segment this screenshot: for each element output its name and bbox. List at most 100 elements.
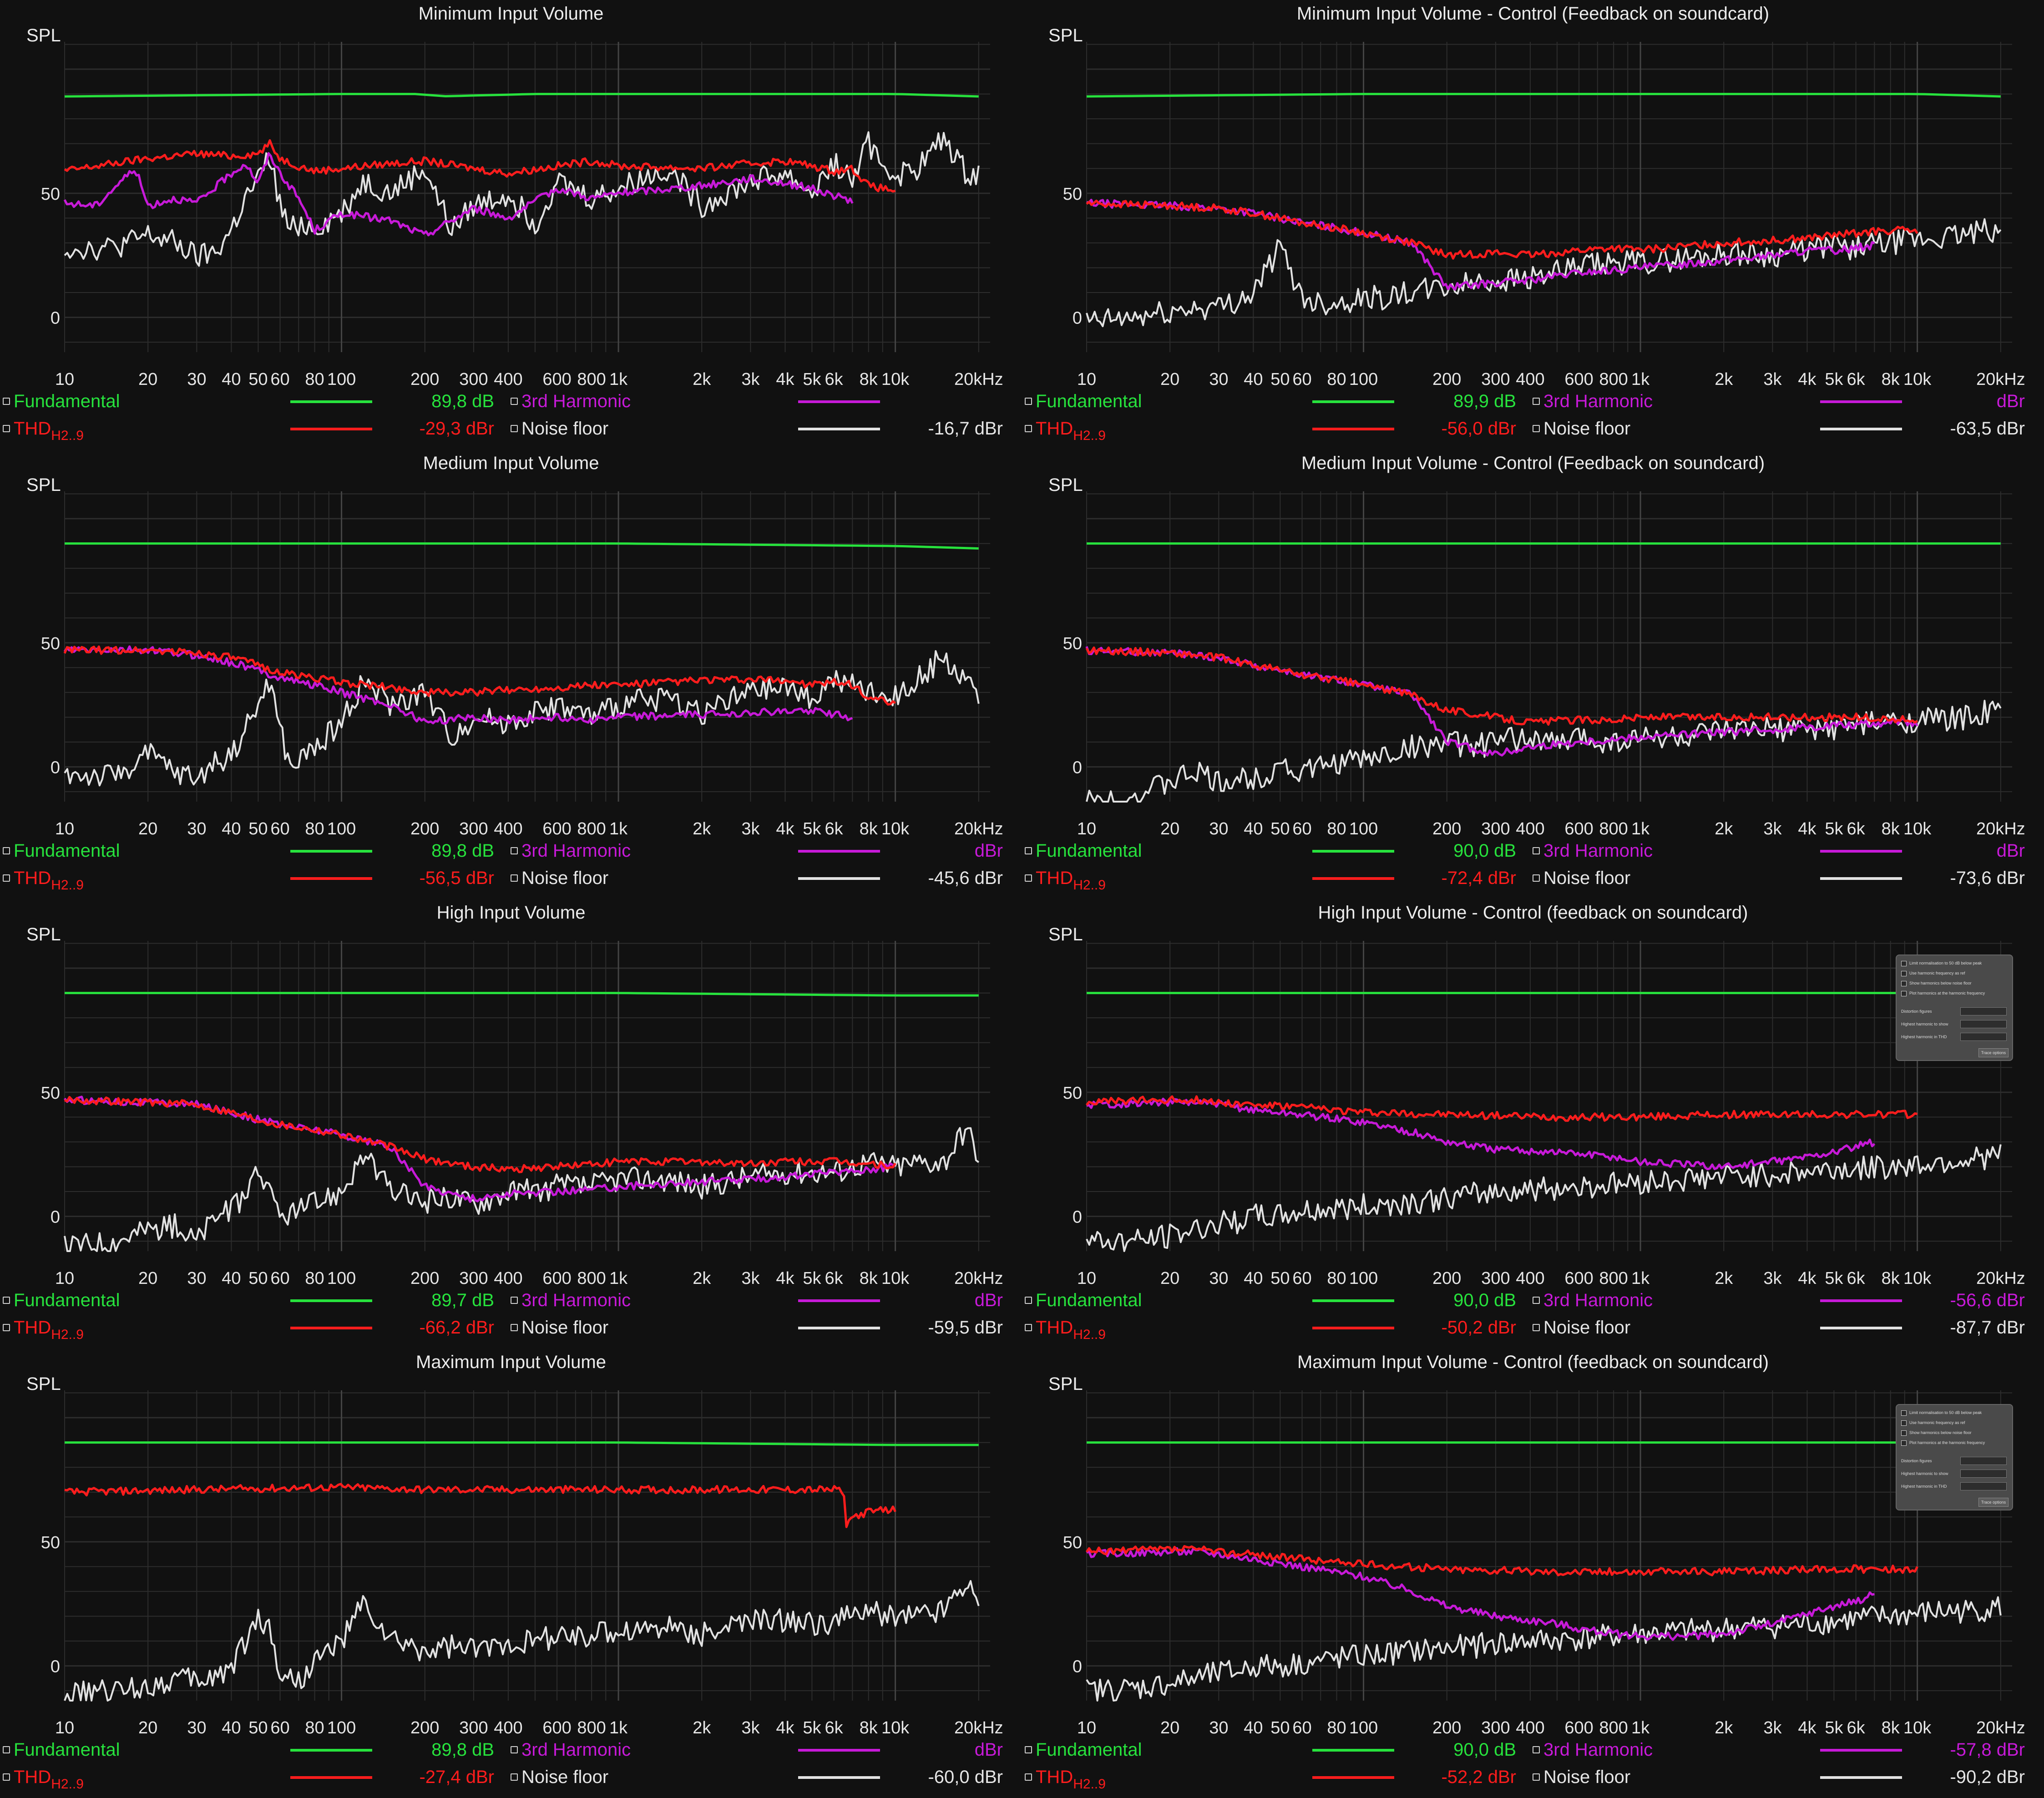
x-tick-label: 40 (1244, 370, 1263, 389)
legend-checkbox[interactable] (3, 1324, 10, 1331)
trace-option-row[interactable]: Show harmonics below noise floor (1901, 981, 1972, 986)
trace-option-checkbox[interactable] (1901, 1420, 1907, 1426)
legend-checkbox[interactable] (511, 1773, 518, 1781)
legend-checkbox[interactable] (1533, 874, 1540, 882)
legend-checkbox[interactable] (1025, 1773, 1032, 1781)
trace-option-select[interactable] (1960, 1033, 2007, 1041)
trace-option-checkbox[interactable] (1901, 991, 1907, 996)
trace-option-select[interactable] (1960, 1007, 2007, 1015)
x-tick-label: 20 (138, 819, 157, 838)
trace-option-row[interactable]: Limit normalisation to 50 dB below peak (1901, 1410, 1982, 1416)
x-tick-label: 300 (459, 819, 488, 838)
legend-checkbox[interactable] (511, 398, 518, 405)
trace-option-row[interactable]: Plot harmonics at the harmonic frequency (1901, 1440, 1985, 1446)
legend-checkbox[interactable] (3, 425, 10, 432)
trace-option-select[interactable] (1960, 1482, 2007, 1490)
x-tick-label: 100 (327, 370, 356, 389)
legend-label-text: Noise floor (1543, 1318, 1631, 1338)
legend-value: -29,3 dBr (419, 419, 494, 439)
x-tick-label: 20kHz (1976, 819, 2025, 838)
legend-checkbox[interactable] (3, 1773, 10, 1781)
trace-option-checkbox[interactable] (1901, 971, 1907, 976)
legend-checkbox[interactable] (1533, 1746, 1540, 1753)
legend-checkbox[interactable] (511, 425, 518, 432)
x-tick-label: 20kHz (954, 1718, 1003, 1737)
legend-checkbox[interactable] (3, 847, 10, 854)
trace-option-select[interactable] (1960, 1020, 2007, 1028)
legend-checkbox[interactable] (1025, 1297, 1032, 1304)
series-line-3rd-harmonic (1086, 1547, 1875, 1641)
x-tick-label: 400 (1516, 1718, 1544, 1737)
legend-checkbox[interactable] (3, 398, 10, 405)
legend-checkbox[interactable] (1025, 425, 1032, 432)
legend-value: dBr (974, 1740, 1003, 1760)
legend-checkbox[interactable] (1025, 1324, 1032, 1331)
trace-option-checkbox[interactable] (1901, 981, 1907, 986)
trace-option-label: Show harmonics below noise floor (1909, 1430, 1972, 1435)
legend-checkbox[interactable] (1533, 1297, 1540, 1304)
trace-options-panel[interactable]: Limit normalisation to 50 dB below peak U… (1896, 1404, 2013, 1510)
legend-swatch (290, 400, 372, 403)
x-tick-label: 100 (1349, 370, 1378, 389)
x-tick-label: 6k (825, 819, 844, 838)
trace-option-checkbox[interactable] (1901, 1410, 1907, 1416)
legend-checkbox[interactable] (1025, 398, 1032, 405)
grid (64, 941, 990, 1251)
legend-checkbox[interactable] (1533, 1324, 1540, 1331)
trace-options-panel[interactable]: Limit normalisation to 50 dB below peak U… (1896, 955, 2013, 1061)
legend-checkbox[interactable] (1025, 847, 1032, 854)
series-line-3rd-harmonic (63, 152, 854, 237)
x-tick-label: 40 (222, 819, 241, 838)
x-tick-label: 60 (270, 1269, 289, 1288)
legend-checkbox[interactable] (511, 874, 518, 882)
legend-checkbox[interactable] (1025, 874, 1032, 882)
trace-options-button[interactable]: Trace options (1978, 1498, 2009, 1507)
series-line-thd (63, 645, 896, 706)
legend-checkbox[interactable] (1533, 425, 1540, 432)
legend-checkbox[interactable] (511, 1324, 518, 1331)
trace-options-button[interactable]: Trace options (1978, 1048, 2009, 1057)
x-tick-label: 300 (1481, 1269, 1510, 1288)
legend-checkbox[interactable] (511, 847, 518, 854)
legend-swatch (1312, 1776, 1394, 1779)
legend-checkbox[interactable] (3, 1297, 10, 1304)
legend-checkbox[interactable] (3, 874, 10, 882)
trace-option-select[interactable] (1960, 1457, 2007, 1465)
legend-checkbox[interactable] (511, 1297, 518, 1304)
legend-checkbox[interactable] (1025, 1746, 1032, 1753)
legend-checkbox[interactable] (511, 1746, 518, 1753)
legend-label-text: Noise floor (1543, 419, 1631, 439)
trace-option-checkbox[interactable] (1901, 1430, 1907, 1436)
legend-checkbox[interactable] (1533, 1773, 1540, 1781)
trace-option-row[interactable]: Use harmonic frequency as ref (1901, 971, 1965, 976)
x-tick-label: 30 (1209, 370, 1228, 389)
legend-checkbox[interactable] (3, 1746, 10, 1753)
series-line-noise-floor (64, 650, 980, 787)
trace-option-row[interactable]: Limit normalisation to 50 dB below peak (1901, 961, 1982, 966)
trace-option-row[interactable]: Show harmonics below noise floor (1901, 1430, 1972, 1436)
legend-checkbox[interactable] (1533, 847, 1540, 854)
legend-checkbox[interactable] (1533, 398, 1540, 405)
legend-label-h3: 3rd Harmonic (521, 1290, 631, 1311)
chart-panel: Maximum Input Volume SPL 50 0 10 20 30 40 50 60 80… (0, 1348, 1022, 1798)
x-tick-label: 10 (1077, 370, 1096, 389)
trace-option-row[interactable]: Use harmonic frequency as ref (1901, 1420, 1965, 1426)
x-tick-label: 20 (1160, 370, 1179, 389)
trace-option-checkbox[interactable] (1901, 961, 1907, 966)
trace-option-row[interactable]: Plot harmonics at the harmonic frequency (1901, 991, 1985, 996)
x-tick-label: 30 (187, 1269, 206, 1288)
series-line-fundamental (65, 542, 979, 550)
chart-panel: Minimum Input Volume - Control (Feedback… (1022, 0, 2044, 450)
x-tick-label: 800 (577, 1269, 606, 1288)
legend-swatch (1820, 1299, 1902, 1302)
trace-option-checkbox[interactable] (1901, 1440, 1907, 1446)
trace-option-select[interactable] (1960, 1470, 2007, 1478)
